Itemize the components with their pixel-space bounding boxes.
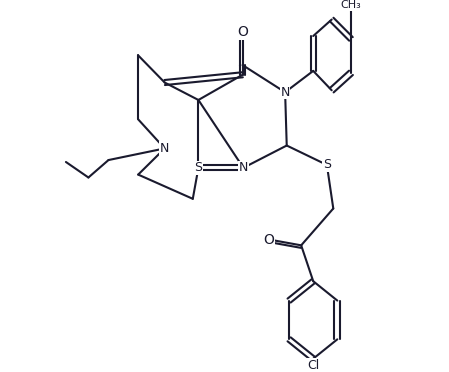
Text: N: N: [160, 142, 169, 155]
Text: CH₃: CH₃: [341, 0, 361, 10]
Text: Cl: Cl: [307, 359, 319, 372]
Text: O: O: [264, 232, 274, 247]
Text: N: N: [239, 161, 248, 174]
Text: S: S: [323, 158, 331, 171]
Text: S: S: [194, 161, 202, 174]
Text: O: O: [237, 25, 248, 39]
Text: N: N: [281, 86, 290, 99]
